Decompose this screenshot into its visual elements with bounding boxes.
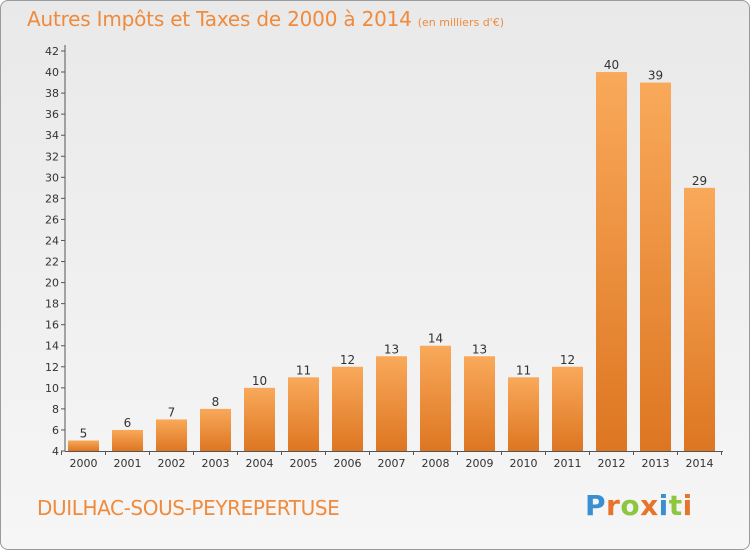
y-tick-label: 34 (45, 129, 59, 142)
logo-letter: o (620, 489, 641, 522)
data-label: 40 (604, 58, 619, 72)
bar (200, 408, 231, 451)
data-label: 6 (124, 416, 132, 430)
y-tick-label: 24 (45, 234, 59, 247)
x-tick-label: 2003 (202, 457, 230, 470)
x-tick-label: 2014 (686, 457, 714, 470)
y-tick-label: 26 (45, 213, 59, 226)
bar (464, 356, 495, 451)
data-label: 39 (648, 69, 663, 83)
data-label: 29 (692, 174, 707, 188)
y-tick-label: 16 (45, 319, 59, 332)
x-tick-label: 2010 (510, 457, 538, 470)
bar (684, 187, 715, 451)
data-label: 11 (516, 363, 531, 377)
bar (68, 440, 99, 451)
axes: 4 6 8 10 12 14 16 18 20 22 24 26 28 30 32 34 36 38 40 42 (45, 45, 723, 458)
data-label: 12 (560, 353, 575, 367)
y-tick-label: 40 (45, 66, 59, 79)
logo-letter: x (640, 489, 659, 522)
y-tick-label: 18 (45, 298, 59, 311)
subtitle-text: (en milliers d'€) (417, 16, 504, 29)
y-tick-label: 42 (45, 45, 59, 58)
bar (156, 419, 187, 451)
bar (244, 387, 275, 451)
data-label: 7 (168, 405, 176, 419)
x-tick-label: 2006 (334, 457, 362, 470)
y-tick-label: 32 (45, 150, 59, 163)
logo-letter: t (668, 489, 683, 522)
x-tick-label: 2002 (158, 457, 186, 470)
y-tick-label: 22 (45, 256, 59, 269)
labels-group: 2000 5 2001 6 2002 7 2003 8 2004 10 2005 11 2006 12 20… (70, 58, 714, 470)
data-label: 13 (384, 342, 399, 356)
y-tick-label: 10 (45, 382, 59, 395)
y-tick-label: 6 (52, 424, 59, 437)
x-tick-label: 2004 (246, 457, 274, 470)
data-label: 5 (80, 426, 88, 440)
logo-letter: P (585, 489, 607, 522)
bar (288, 377, 319, 451)
logo-letter: i (658, 489, 669, 522)
bar (596, 72, 627, 451)
y-tick-label: 8 (52, 403, 59, 416)
x-tick-label: 2001 (114, 457, 142, 470)
commune-name: DUILHAC-SOUS-PEYREPERTUSE (37, 496, 340, 520)
x-tick-label: 2005 (290, 457, 318, 470)
data-label: 13 (472, 342, 487, 356)
bar (112, 429, 143, 451)
proxiti-logo: Proxiti (585, 489, 693, 522)
bar (376, 356, 407, 451)
chart-title: Autres Impôts et Taxes de 2000 à 2014 (en… (27, 7, 504, 31)
title-text: Autres Impôts et Taxes de 2000 à 2014 (27, 7, 412, 31)
data-label: 14 (428, 332, 443, 346)
y-tick-label: 30 (45, 171, 59, 184)
bar (420, 345, 451, 451)
data-label: 11 (296, 363, 311, 377)
x-tick-label: 2008 (422, 457, 450, 470)
data-label: 10 (252, 374, 267, 388)
x-tick-label: 2000 (70, 457, 98, 470)
y-tick-label: 38 (45, 87, 59, 100)
bars-group (68, 72, 715, 451)
x-tick-label: 2012 (598, 457, 626, 470)
y-tick-label: 14 (45, 340, 59, 353)
bar (640, 82, 671, 451)
y-tick-label: 28 (45, 192, 59, 205)
x-tick-label: 2007 (378, 457, 406, 470)
y-tick-label: 12 (45, 361, 59, 374)
bar (508, 377, 539, 451)
logo-letter: i (682, 489, 693, 522)
logo-letter: r (606, 489, 621, 522)
y-tick-label: 36 (45, 108, 59, 121)
y-tick-label: 20 (45, 277, 59, 290)
x-tick-label: 2013 (642, 457, 670, 470)
x-tick-label: 2009 (466, 457, 494, 470)
data-label: 8 (212, 395, 220, 409)
data-label: 12 (340, 353, 355, 367)
x-tick-label: 2011 (554, 457, 582, 470)
y-tick-label: 4 (52, 445, 59, 458)
bar (552, 366, 583, 451)
bar (332, 366, 363, 451)
